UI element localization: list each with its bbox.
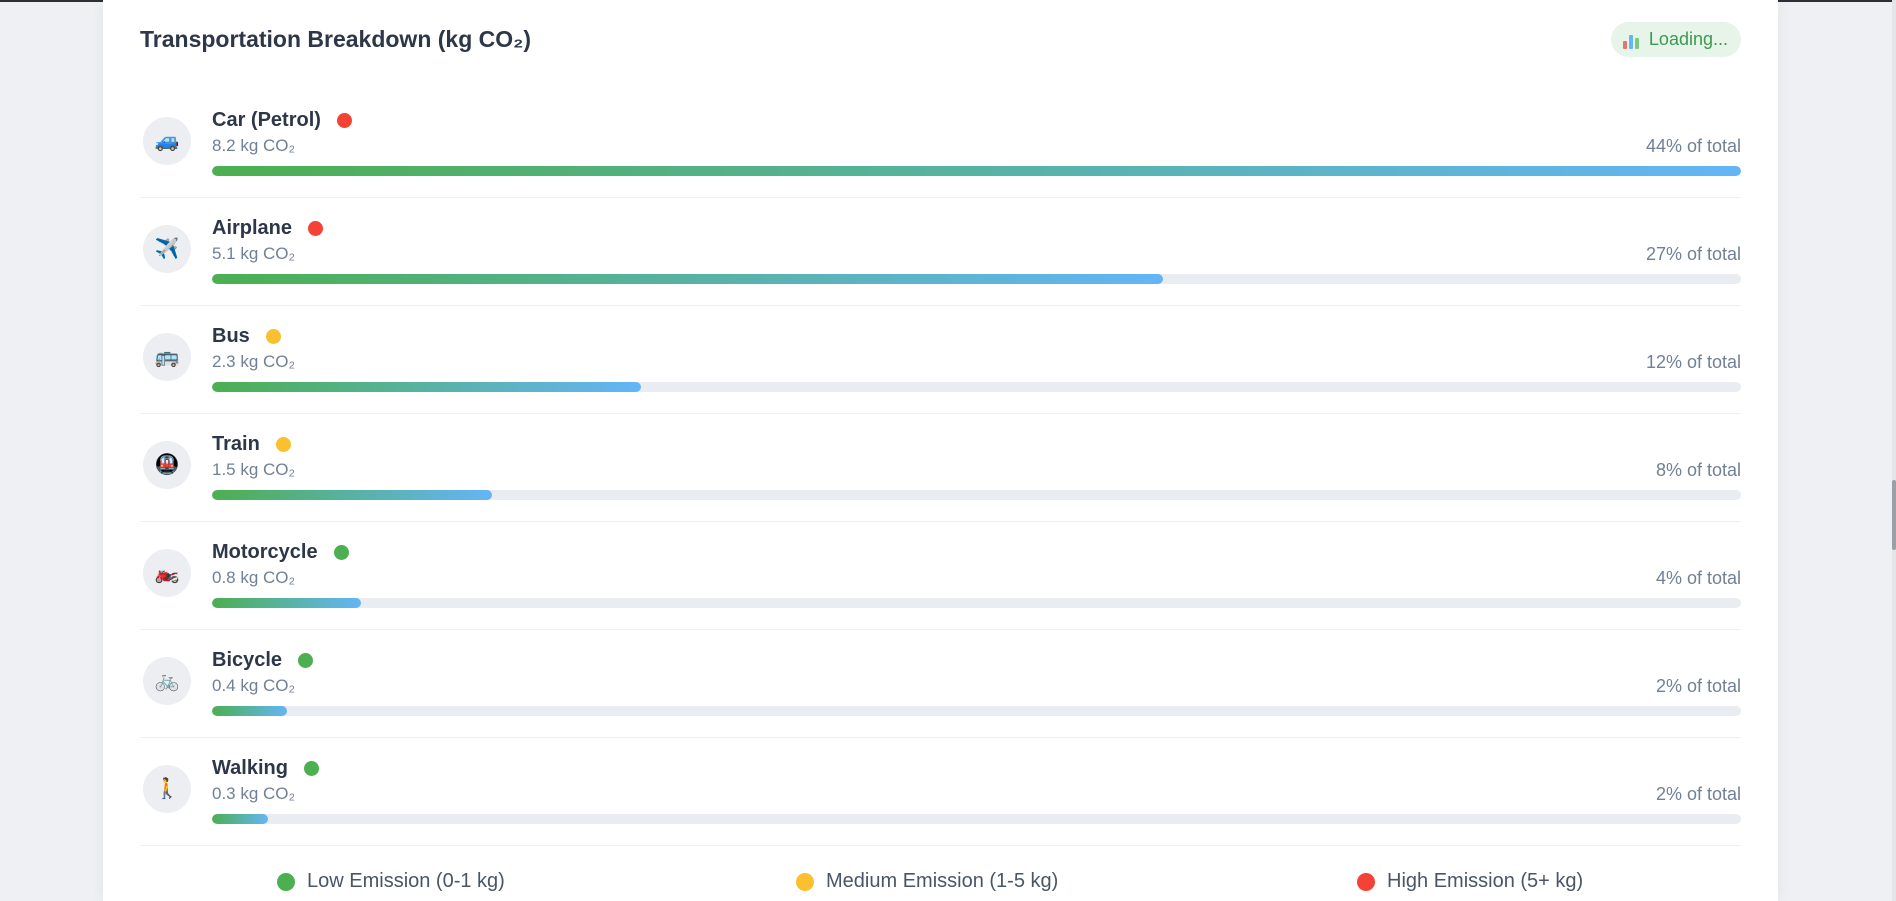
bar-chart-icon (1622, 31, 1641, 49)
page-scrollbar[interactable] (1892, 0, 1896, 901)
transport-name: Train (212, 433, 291, 456)
emission-bar-fill (212, 814, 268, 824)
transport-row-bicycle: 🚲 Bicycle 0.4 kg CO₂ 2% of total (140, 630, 1741, 738)
transportation-breakdown-card: Transportation Breakdown (kg CO₂) Loadin… (103, 0, 1778, 901)
emission-bar-track (212, 814, 1741, 824)
emission-bar-track (212, 598, 1741, 608)
card-title: Transportation Breakdown (kg CO₂) (140, 26, 532, 52)
transport-name: Walking (212, 757, 319, 780)
emission-bar-track (212, 166, 1741, 176)
emission-level-dot (298, 653, 314, 668)
bus-icon: 🚌 (143, 333, 191, 381)
legend-label: Low Emission (0-1 kg) (307, 870, 505, 892)
percent-of-total: 44% of total (1645, 136, 1741, 156)
bicycle-icon: 🚲 (143, 657, 191, 705)
transport-row-bus: 🚌 Bus 2.3 kg CO₂ 12% of total (140, 306, 1741, 414)
percent-of-total: 27% of total (1645, 244, 1741, 264)
emission-bar-fill (212, 490, 492, 500)
percent-of-total: 12% of total (1645, 352, 1741, 372)
percent-of-total: 4% of total (1655, 568, 1741, 588)
walking-icon: 🚶 (143, 765, 191, 813)
emission-bar-track (212, 490, 1741, 500)
status-text: Loading... (1648, 29, 1728, 49)
transport-row-motorcycle: 🏍️ Motorcycle 0.8 kg CO₂ 4% of total (140, 522, 1741, 630)
emission-bar-fill (212, 598, 362, 608)
legend-label: High Emission (5+ kg) (1387, 870, 1584, 892)
emission-bar-fill (212, 274, 1163, 284)
emission-amount: 5.1 kg CO₂ (212, 244, 296, 263)
transport-row-train: 🚇 Train 1.5 kg CO₂ 8% of total (140, 414, 1741, 522)
emission-level-dot (303, 761, 319, 776)
emission-amount: 0.3 kg CO₂ (212, 784, 296, 803)
percent-of-total: 2% of total (1655, 676, 1741, 696)
legend-item-low: Low Emission (0-1 kg) (277, 870, 505, 893)
legend-item-medium: Medium Emission (1-5 kg) (796, 870, 1058, 893)
transport-row-airplane: ✈️ Airplane 5.1 kg CO₂ 27% of total (140, 198, 1741, 306)
transport-name: Car (Petrol) (212, 109, 352, 132)
car-icon: 🚙 (143, 117, 191, 165)
transport-row-walking: 🚶 Walking 0.3 kg CO₂ 2% of total (140, 738, 1741, 846)
transport-name: Motorcycle (212, 541, 349, 564)
emission-level-dot (308, 221, 324, 236)
emission-bar-track (212, 706, 1741, 716)
legend-dot (796, 872, 814, 891)
emission-amount: 1.5 kg CO₂ (212, 460, 296, 479)
emission-level-dot (336, 113, 352, 128)
transport-name: Bus (212, 325, 281, 348)
legend-item-high: High Emission (5+ kg) (1357, 870, 1583, 893)
emission-bar-fill (212, 166, 1741, 176)
transport-list: 🚙 Car (Petrol) 8.2 kg CO₂ 44% of total ✈️ Air… (140, 90, 1741, 846)
train-icon: 🚇 (143, 441, 191, 489)
percent-of-total: 8% of total (1655, 460, 1741, 480)
transport-name: Airplane (212, 217, 324, 240)
legend-dot (1357, 872, 1375, 891)
emission-level-dot (265, 329, 281, 344)
scrollbar-thumb[interactable] (1892, 480, 1896, 550)
transport-row-car: 🚙 Car (Petrol) 8.2 kg CO₂ 44% of total (140, 90, 1741, 198)
emission-legend: Low Emission (0-1 kg) Medium Emission (1-… (103, 870, 1778, 900)
motorcycle-icon: 🏍️ (143, 549, 191, 597)
emission-level-dot (333, 545, 349, 560)
loading-status-badge: Loading... (1610, 22, 1741, 57)
legend-label: Medium Emission (1-5 kg) (826, 870, 1059, 892)
legend-dot (277, 872, 295, 891)
airplane-icon: ✈️ (143, 225, 191, 273)
emission-level-dot (275, 437, 291, 452)
emission-amount: 2.3 kg CO₂ (212, 352, 296, 371)
transport-name: Bicycle (212, 649, 314, 672)
card-header: Transportation Breakdown (kg CO₂) Loadin… (140, 22, 1741, 58)
emission-amount: 8.2 kg CO₂ (212, 136, 296, 155)
emission-amount: 0.8 kg CO₂ (212, 568, 296, 587)
emission-bar-track (212, 382, 1741, 392)
emission-amount: 0.4 kg CO₂ (212, 676, 296, 695)
percent-of-total: 2% of total (1655, 784, 1741, 804)
emission-bar-track (212, 274, 1741, 284)
emission-bar-fill (212, 706, 287, 716)
emission-bar-fill (212, 382, 641, 392)
